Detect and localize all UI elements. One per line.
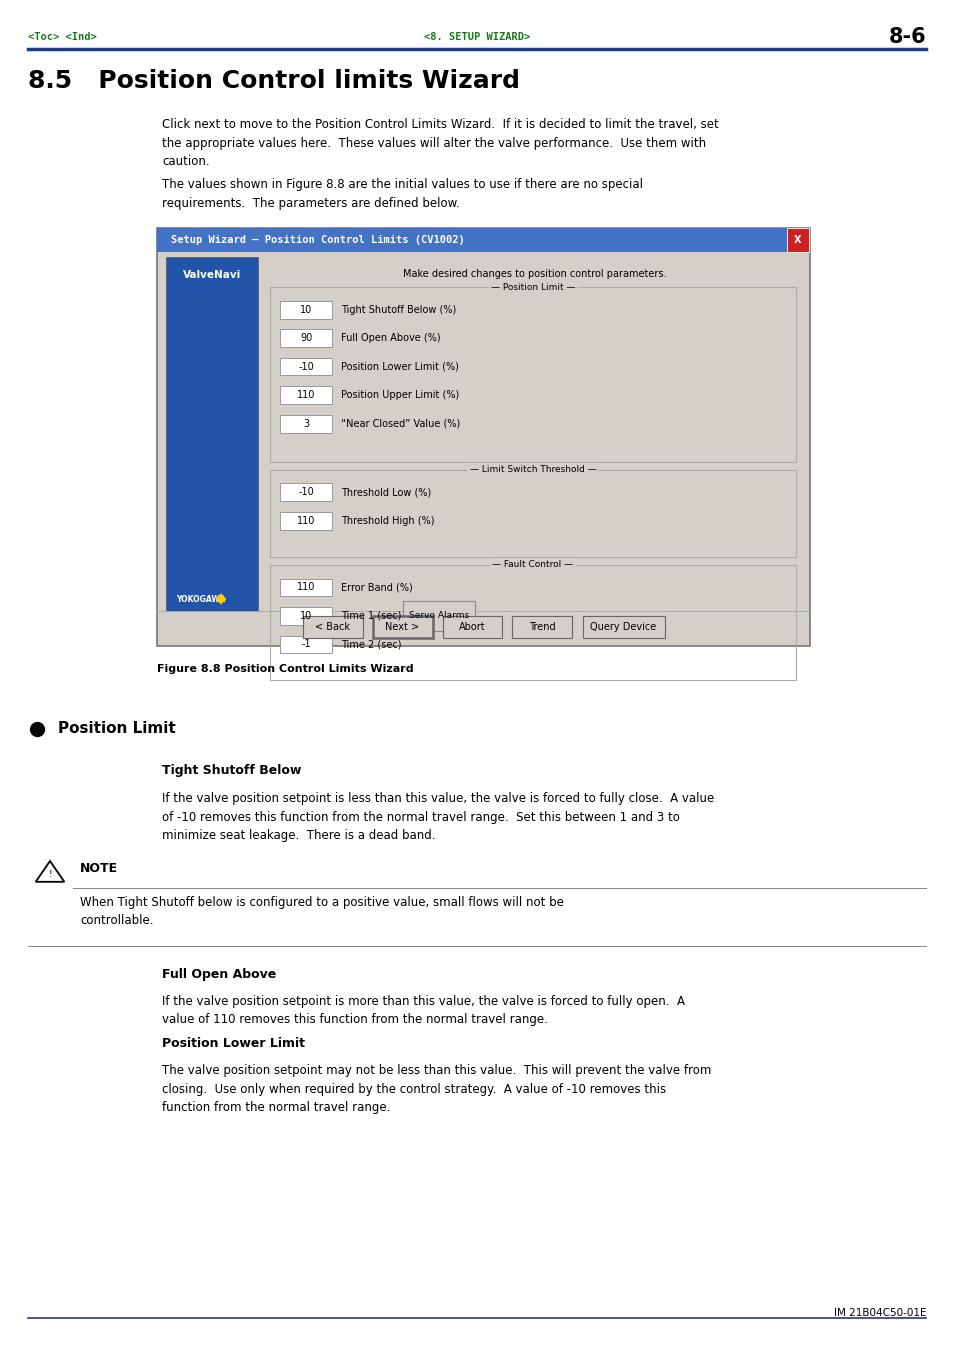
- Bar: [166, 257, 257, 611]
- Text: 3: 3: [303, 419, 309, 428]
- Text: Tight Shutoff Below: Tight Shutoff Below: [162, 765, 301, 777]
- Text: Full Open Above (%): Full Open Above (%): [340, 334, 440, 343]
- Text: Threshold Low (%): Threshold Low (%): [340, 488, 431, 497]
- Bar: [280, 635, 332, 653]
- Text: 110: 110: [296, 516, 314, 526]
- Text: Threshold High (%): Threshold High (%): [340, 516, 434, 526]
- Bar: [372, 616, 432, 638]
- Text: Make desired changes to position control parameters.: Make desired changes to position control…: [402, 269, 665, 280]
- Text: -10: -10: [298, 488, 314, 497]
- Text: < Back: < Back: [314, 621, 350, 632]
- Bar: [582, 616, 664, 638]
- Text: 110: 110: [296, 582, 314, 592]
- Bar: [280, 415, 332, 432]
- Text: 8.5   Position Control limits Wizard: 8.5 Position Control limits Wizard: [28, 69, 519, 93]
- Text: Trend: Trend: [529, 621, 556, 632]
- Text: -1: -1: [301, 639, 311, 650]
- Bar: [157, 228, 809, 253]
- Bar: [280, 607, 332, 624]
- Text: X: X: [794, 235, 801, 245]
- Text: Time 1 (sec): Time 1 (sec): [340, 611, 401, 620]
- Text: 10: 10: [299, 305, 312, 315]
- Bar: [786, 228, 808, 253]
- Text: The valve position setpoint may not be less than this value.  This will prevent : The valve position setpoint may not be l…: [162, 1065, 711, 1115]
- Bar: [280, 512, 332, 530]
- Text: Position Limit: Position Limit: [58, 721, 175, 736]
- Text: 90: 90: [299, 334, 312, 343]
- Text: Figure 8.8 Position Control Limits Wizard: Figure 8.8 Position Control Limits Wizar…: [157, 663, 414, 674]
- Text: <8. SETUP WIZARD>: <8. SETUP WIZARD>: [423, 32, 530, 42]
- Text: — Position Limit —: — Position Limit —: [490, 282, 575, 292]
- Text: 8-6: 8-6: [887, 27, 925, 47]
- Bar: [280, 358, 332, 376]
- Bar: [157, 228, 809, 646]
- Text: The values shown in Figure 8.8 are the initial values to use if there are no spe: The values shown in Figure 8.8 are the i…: [162, 178, 642, 209]
- Text: When Tight Shutoff below is configured to a positive value, small flows will not: When Tight Shutoff below is configured t…: [80, 896, 563, 928]
- Text: Next >: Next >: [385, 621, 419, 632]
- Bar: [270, 286, 795, 462]
- Text: Position Lower Limit: Position Lower Limit: [162, 1038, 305, 1050]
- Text: Query Device: Query Device: [590, 621, 656, 632]
- Text: If the valve position setpoint is more than this value, the valve is forced to f: If the valve position setpoint is more t…: [162, 994, 684, 1027]
- Text: 10: 10: [299, 611, 312, 620]
- Text: YOKOGAWA: YOKOGAWA: [176, 594, 225, 604]
- Text: Tight Shutoff Below (%): Tight Shutoff Below (%): [340, 305, 456, 315]
- Text: !: !: [49, 870, 51, 880]
- Text: Position Upper Limit (%): Position Upper Limit (%): [340, 390, 458, 400]
- Text: -10: -10: [298, 362, 314, 372]
- Text: — Limit Switch Threshold —: — Limit Switch Threshold —: [469, 465, 596, 474]
- Polygon shape: [215, 593, 226, 604]
- Text: ValveNavi: ValveNavi: [183, 270, 241, 280]
- Text: Time 2 (sec): Time 2 (sec): [340, 639, 401, 650]
- Text: Error Band (%): Error Band (%): [340, 582, 413, 592]
- Bar: [280, 578, 332, 596]
- Text: Setup Wizard – Position Control Limits (CV1002): Setup Wizard – Position Control Limits (…: [171, 235, 464, 245]
- Text: <Toc> <Ind>: <Toc> <Ind>: [28, 32, 96, 42]
- Text: If the valve position setpoint is less than this value, the valve is forced to f: If the valve position setpoint is less t…: [162, 792, 714, 842]
- Bar: [270, 470, 795, 557]
- Bar: [280, 484, 332, 501]
- Bar: [280, 301, 332, 319]
- Text: Click next to move to the Position Control Limits Wizard.  If it is decided to l: Click next to move to the Position Contr…: [162, 118, 718, 168]
- Text: — Fault Control —: — Fault Control —: [492, 561, 573, 569]
- Text: Position Lower Limit (%): Position Lower Limit (%): [340, 362, 458, 372]
- Bar: [442, 616, 502, 638]
- Text: IM 21B04C50-01E: IM 21B04C50-01E: [833, 1308, 925, 1319]
- Text: NOTE: NOTE: [80, 862, 118, 875]
- Bar: [402, 601, 475, 631]
- Bar: [280, 386, 332, 404]
- Text: 110: 110: [296, 390, 314, 400]
- Bar: [302, 616, 362, 638]
- Text: Full Open Above: Full Open Above: [162, 969, 276, 981]
- Bar: [270, 565, 795, 680]
- Text: Servo Alarms: Servo Alarms: [409, 611, 469, 620]
- Text: “Near Closed” Value (%): “Near Closed” Value (%): [340, 419, 459, 428]
- Bar: [280, 330, 332, 347]
- Bar: [512, 616, 572, 638]
- Text: Abort: Abort: [458, 621, 485, 632]
